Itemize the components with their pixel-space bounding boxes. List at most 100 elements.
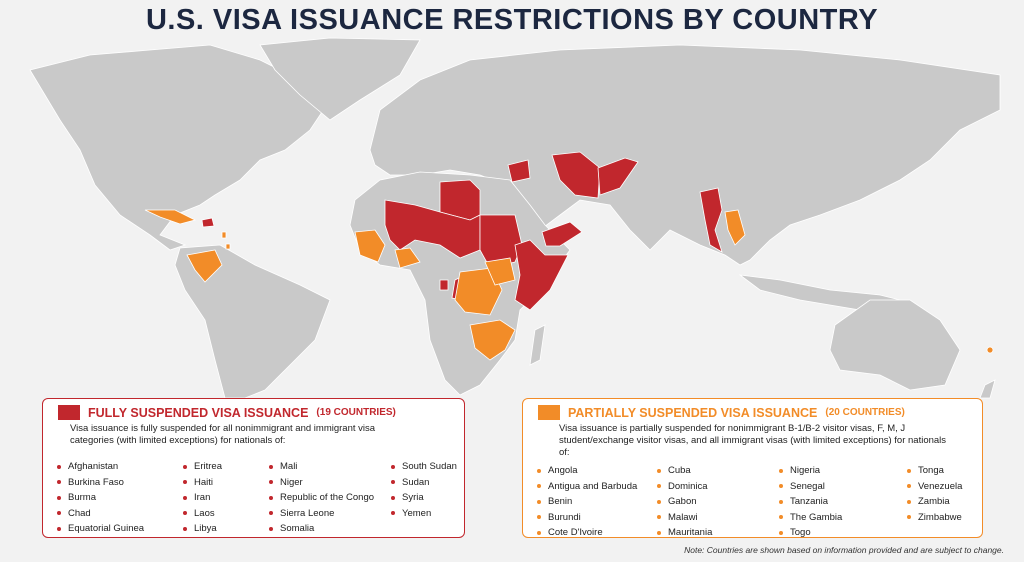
country-name: Yemen — [402, 507, 432, 519]
bullet — [57, 495, 61, 500]
country-name: Somalia — [280, 523, 315, 535]
bullet — [391, 495, 395, 500]
country-item: Venezuela — [907, 479, 962, 495]
bullet — [657, 515, 661, 520]
bullet — [657, 468, 661, 473]
country-item: Zimbabwe — [907, 510, 962, 526]
bullet — [183, 480, 187, 485]
country-name: Zambia — [918, 496, 950, 508]
equatorial-guinea — [439, 279, 449, 291]
country-item: Angola — [537, 463, 643, 479]
west-africa — [354, 229, 421, 269]
mali-niger-chad — [384, 199, 481, 259]
country-name: Syria — [402, 492, 424, 504]
title: U.S. VISA ISSUANCE RESTRICTIONS BY COUNT… — [145, 4, 879, 36]
note: Note: Countries are shown based on infor… — [684, 545, 1004, 555]
legend-box: PARTIALLY SUSPENDED VISA ISSUANCE (20 COU… — [522, 398, 983, 538]
country-item: Eritrea — [183, 459, 255, 475]
country-name: Mali — [280, 461, 298, 473]
bullet — [779, 530, 783, 535]
heading-text: FULLY SUSPENDED VISA ISSUANCE — [88, 405, 309, 420]
country-name: Venezuela — [918, 480, 963, 492]
bullet — [537, 468, 541, 473]
bullet — [537, 515, 541, 520]
bullet — [269, 464, 273, 469]
yemen — [541, 221, 583, 247]
country-name: Mauritania — [668, 527, 713, 539]
country-name: Sudan — [402, 476, 430, 488]
country-item: Equatorial Guinea — [57, 521, 169, 537]
country-item: Tanzania — [779, 494, 893, 510]
sudan — [479, 214, 523, 269]
bullet — [907, 499, 911, 504]
bullet — [269, 526, 273, 531]
bullet — [183, 511, 187, 516]
country-name: Malawi — [668, 511, 698, 523]
country-name: Togo — [790, 527, 811, 539]
bullet — [391, 511, 395, 516]
country-item: Syria — [391, 490, 457, 506]
count: (20 COUNTRIES) — [825, 407, 905, 418]
iran — [551, 151, 601, 199]
country-item: Zambia — [907, 494, 962, 510]
country-name: Cuba — [668, 465, 691, 477]
country-name: Haiti — [194, 476, 214, 488]
bullet — [537, 484, 541, 489]
country-name: Nigeria — [790, 465, 821, 477]
bullet — [57, 526, 61, 531]
country-item: Antigua and Barbuda — [537, 479, 643, 495]
country-item: The Gambia — [779, 510, 893, 526]
country-item: Gabon — [657, 494, 765, 510]
legend-swatch — [58, 405, 80, 420]
country-name: Gabon — [668, 496, 697, 508]
country-item: Iran — [183, 490, 255, 506]
bullet — [907, 484, 911, 489]
country-name: Senegal — [790, 480, 825, 492]
country-name: The Gambia — [790, 511, 843, 523]
count: (19 COUNTRIES) — [316, 407, 396, 418]
new-zealand — [979, 379, 996, 399]
madagascar — [529, 324, 546, 366]
burma — [699, 187, 723, 253]
bullet — [269, 511, 273, 516]
country-item: Senegal — [779, 479, 893, 495]
country-name: Burkina Faso — [68, 476, 124, 488]
greenland — [259, 37, 421, 121]
australia — [829, 299, 961, 391]
cuba — [144, 209, 197, 225]
bullet — [183, 526, 187, 531]
bullet — [391, 480, 395, 485]
country-item: Yemen — [391, 506, 457, 522]
country-name: Eritrea — [194, 461, 222, 473]
country-item: Mali — [269, 459, 377, 475]
country-name: Tonga — [918, 465, 944, 477]
country-name: Niger — [280, 476, 303, 488]
bullet — [537, 499, 541, 504]
country-name: Tanzania — [790, 496, 829, 508]
country-name: Republic of the Congo — [280, 492, 375, 504]
heading-text: PARTIALLY SUSPENDED VISA ISSUANCE — [568, 405, 818, 420]
country-name: Equatorial Guinea — [68, 523, 145, 535]
country-name: Cote D'Ivoire — [548, 527, 603, 539]
bullet — [57, 511, 61, 516]
bullet — [269, 495, 273, 500]
country-name: Libya — [194, 523, 217, 535]
country-item: Sudan — [391, 475, 457, 491]
country-list: Angola Antigua and Barbuda Benin Burundi Cot… — [537, 463, 962, 541]
country-item: Tonga — [907, 463, 962, 479]
country-item: Dominica — [657, 479, 765, 495]
bullet — [907, 468, 911, 473]
country-item: Cote D'Ivoire — [537, 525, 643, 541]
country-name: Burma — [68, 492, 96, 504]
east-sudan-region — [484, 257, 516, 286]
bullet — [269, 480, 273, 485]
country-item: Burkina Faso — [57, 475, 169, 491]
country-item: Libya — [183, 521, 255, 537]
laos — [724, 209, 746, 246]
country-item: Nigeria — [779, 463, 893, 479]
country-name: Afghanistan — [68, 461, 119, 473]
country-item: South Sudan — [391, 459, 457, 475]
country-list: Afghanistan Burkina Faso Burma Chad Equatori… — [57, 459, 457, 537]
country-name: Angola — [548, 465, 578, 477]
